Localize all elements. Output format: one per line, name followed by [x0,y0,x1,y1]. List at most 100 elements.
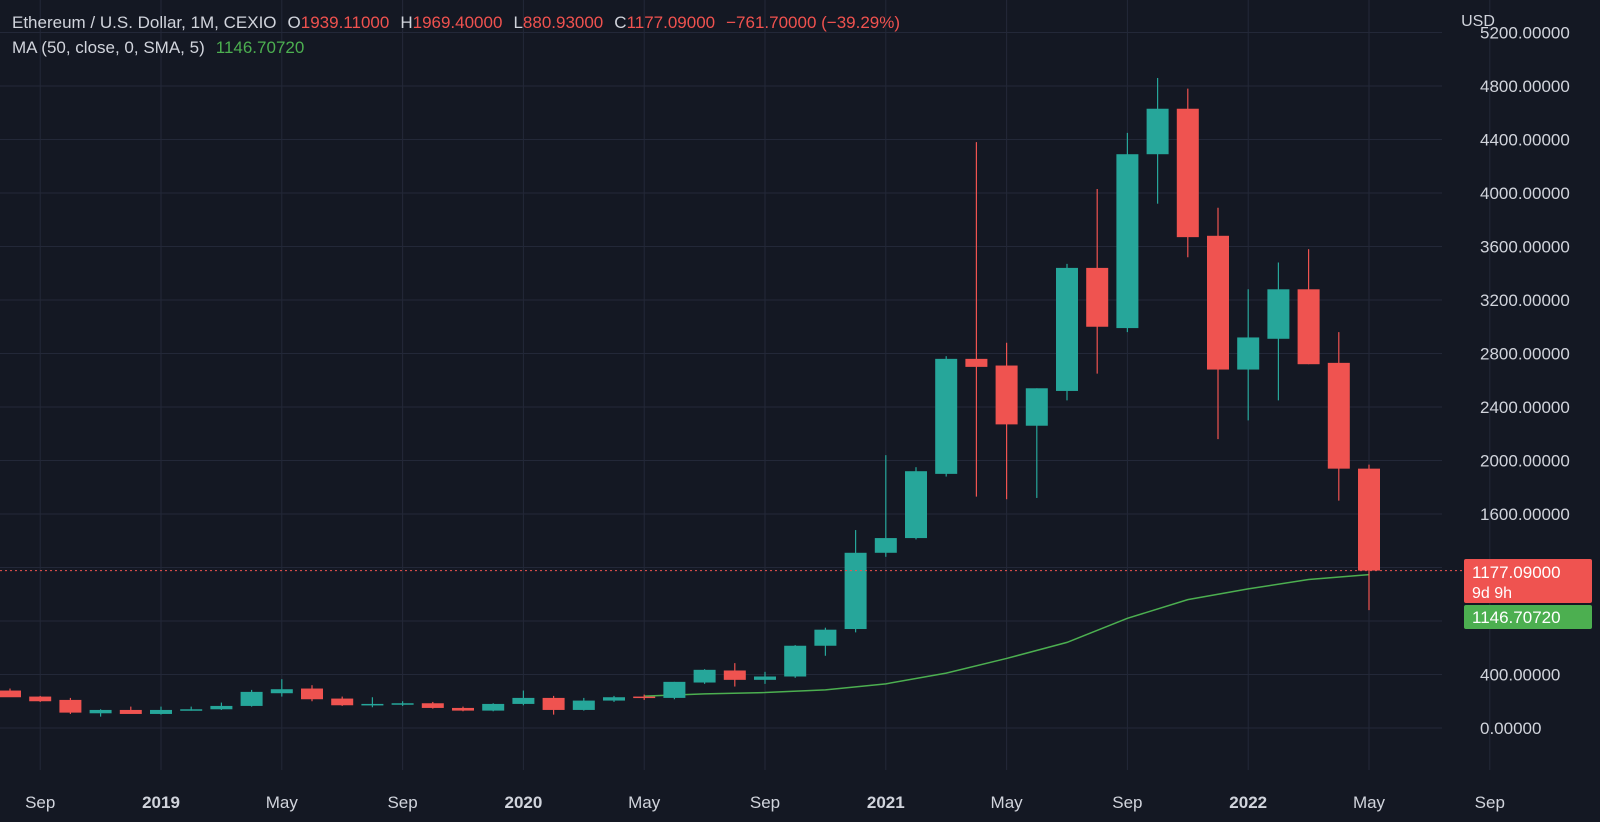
candle[interactable] [874,455,897,557]
symbol-title[interactable]: Ethereum / U.S. Dollar, 1M, CEXIO [12,13,277,32]
x-tick-label: May [1353,793,1386,812]
candle[interactable] [1025,388,1048,498]
candle-body [361,703,384,706]
candle[interactable] [452,706,474,712]
x-tick-label: 2021 [867,793,905,812]
y-tick-label: 4800.00000 [1480,77,1570,96]
candle[interactable] [844,530,867,633]
x-tick-label: 2020 [504,793,542,812]
candle-body [270,689,293,694]
candle[interactable] [421,701,444,709]
candle[interactable] [965,142,988,497]
candle[interactable] [784,645,807,678]
candle[interactable] [59,697,82,714]
candle-body [421,703,444,708]
y-tick-label: 2000.00000 [1480,452,1570,471]
candle[interactable] [542,695,565,715]
low-value: 880.93000 [522,13,604,32]
candle-body [1176,108,1199,238]
y-tick-label: 400.00000 [1480,666,1560,685]
ma-indicator-label[interactable]: MA (50, close, 0, SMA, 5) [12,38,205,57]
candle-body [874,538,897,553]
candle[interactable] [1086,188,1109,374]
candle[interactable] [210,702,233,710]
candle-body [965,358,988,367]
candle-body [89,709,112,714]
ma-legend: MA (50, close, 0, SMA, 5) 1146.70720 [12,38,304,58]
candle[interactable] [301,685,323,702]
candle[interactable] [1297,249,1320,365]
candle-body [633,696,656,699]
candle[interactable] [512,690,535,706]
candle-body [693,669,716,683]
candle[interactable] [29,695,52,702]
candle[interactable] [663,681,686,700]
last-price-value: 1177.09000 [1472,563,1561,582]
candle-body [1358,468,1380,571]
bar-countdown: 9d 9h [1472,585,1512,602]
candle[interactable] [572,697,595,711]
candle[interactable] [814,627,837,656]
x-tick-label: May [266,793,299,812]
candle[interactable] [89,709,112,717]
open-value: 1939.11000 [300,13,390,32]
candle[interactable] [1176,88,1199,258]
candle[interactable] [1207,207,1229,440]
candle-body [1297,289,1320,365]
candle[interactable] [391,701,414,706]
candle[interactable] [1237,289,1260,421]
candle-body [119,709,142,714]
x-tick-label: Sep [25,793,55,812]
x-tick-label: 2022 [1229,793,1267,812]
candles [0,77,1380,717]
candle[interactable] [1267,262,1290,401]
candle[interactable] [361,697,384,708]
candle-body [814,629,837,646]
currency-label[interactable]: USD [1461,13,1495,30]
y-tick-label: 4400.00000 [1480,131,1570,150]
candle-body [572,700,595,710]
ma-indicator-value: 1146.70720 [215,38,305,57]
candle[interactable] [905,467,927,540]
y-tick-label: 3200.00000 [1480,291,1570,310]
open-label: O [287,13,301,32]
candle[interactable] [1358,464,1380,611]
candle-body [1086,267,1109,327]
candle[interactable] [723,663,746,687]
candle[interactable] [240,689,263,707]
ma-badge-value: 1146.70720 [1472,608,1561,627]
ohlc-legend: Ethereum / U.S. Dollar, 1M, CEXIO O1939.1… [12,13,900,33]
candle[interactable] [0,688,21,698]
y-tick-label: 5200.00000 [1480,24,1570,43]
candle[interactable] [331,696,354,706]
candle[interactable] [1327,332,1350,501]
candle[interactable] [693,669,716,684]
x-tick-label: 2019 [142,793,180,812]
candle[interactable] [1056,263,1078,401]
candle[interactable] [754,671,776,684]
y-tick-label: 2800.00000 [1480,345,1570,364]
candle-body [1025,388,1048,426]
candle[interactable] [270,679,293,697]
candle-body [1207,235,1229,370]
candle[interactable] [603,695,625,702]
candle[interactable] [150,706,172,715]
candle[interactable] [119,706,142,714]
candle-body [1116,154,1139,329]
candle[interactable] [482,703,505,712]
candle-body [452,707,474,711]
candle[interactable] [180,706,203,711]
candle-body [59,699,82,713]
last-price-badge: 1177.09000 9d 9h [1464,559,1592,603]
candle[interactable] [1146,77,1169,204]
candle-body [995,365,1018,425]
candle[interactable] [633,694,656,700]
candle[interactable] [995,342,1018,500]
y-axis: 0.00000400.00000800.000001200.000001600.… [1480,24,1570,739]
candle-body [603,697,625,701]
candle[interactable] [1116,132,1139,333]
candle[interactable] [935,356,958,477]
y-tick-label: 2400.00000 [1480,398,1570,417]
